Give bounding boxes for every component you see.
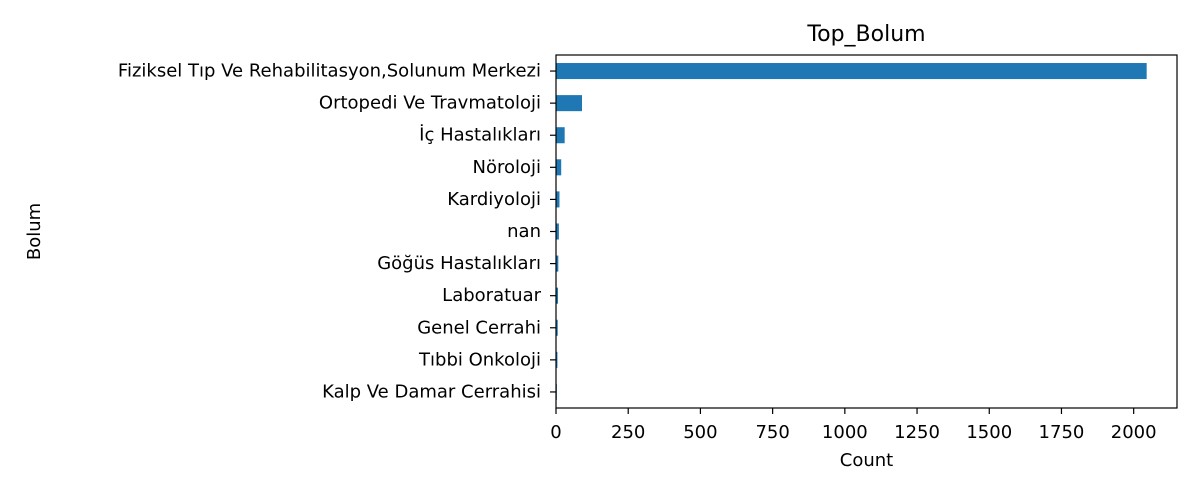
bar bbox=[556, 95, 582, 112]
x-tick-label: 1500 bbox=[966, 422, 1012, 443]
y-tick-label: Tıbbi Onkoloji bbox=[418, 349, 541, 370]
bar bbox=[556, 159, 562, 176]
x-tick-label: 0 bbox=[550, 422, 561, 443]
x-tick-label: 1250 bbox=[894, 422, 940, 443]
bar bbox=[556, 127, 565, 144]
x-axis-ticks: 0 250 500 750 1000 1250 1500 1750 2000 bbox=[550, 408, 1157, 443]
x-tick-label: 1000 bbox=[822, 422, 868, 443]
chart-title: Top_Bolum bbox=[806, 22, 925, 47]
y-axis-label: Bolum bbox=[24, 203, 45, 260]
x-tick-label: 2000 bbox=[1111, 422, 1157, 443]
y-tick-label: Ortopedi Ve Travmatoloji bbox=[319, 93, 541, 114]
y-tick-label: Laboratuar bbox=[442, 285, 541, 306]
y-tick-label: Göğüs Hastalıkları bbox=[377, 253, 541, 274]
x-tick-label: 1750 bbox=[1039, 422, 1085, 443]
y-tick-label: Fiziksel Tıp Ve Rehabilitasyon,Solunum M… bbox=[118, 61, 541, 82]
bars-group bbox=[556, 63, 1147, 400]
y-tick-label: İç Hastalıkları bbox=[419, 125, 541, 146]
y-tick-label: Kalp Ve Damar Cerrahisi bbox=[322, 381, 541, 402]
y-tick-label: Kardiyoloji bbox=[447, 189, 541, 210]
x-axis-label: Count bbox=[840, 450, 893, 471]
y-axis-ticks: Fiziksel Tıp Ve Rehabilitasyon,Solunum M… bbox=[118, 61, 556, 402]
bar bbox=[556, 191, 560, 208]
bar bbox=[556, 351, 558, 368]
bar bbox=[556, 319, 558, 336]
x-tick-label: 750 bbox=[755, 422, 789, 443]
y-tick-label: Nöroloji bbox=[472, 157, 541, 178]
y-tick-label: nan bbox=[507, 221, 541, 242]
bar bbox=[556, 63, 1147, 80]
y-tick-label: Genel Cerrahi bbox=[417, 317, 541, 338]
bar bbox=[556, 255, 559, 272]
bar bbox=[556, 223, 559, 240]
x-tick-label: 250 bbox=[611, 422, 645, 443]
bar bbox=[556, 287, 559, 304]
x-tick-label: 500 bbox=[683, 422, 717, 443]
plot-area-frame bbox=[555, 54, 1178, 409]
